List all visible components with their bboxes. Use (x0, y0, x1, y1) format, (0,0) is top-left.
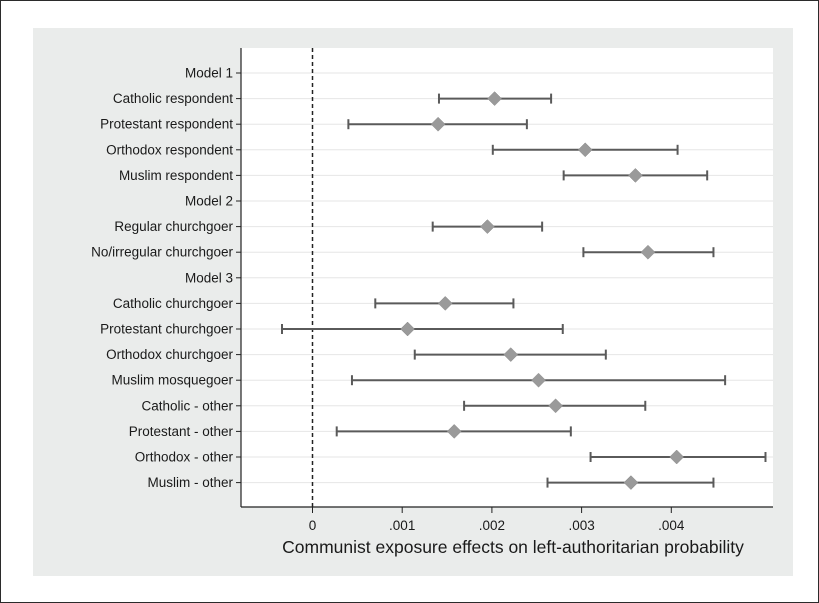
point-estimate-marker (446, 424, 462, 439)
x-tick-label: 0 (309, 518, 317, 533)
point-estimate-marker (628, 168, 643, 183)
x-tick-label: .004 (658, 518, 685, 533)
row-label: Muslim - other (147, 475, 233, 490)
model-header-label: Model 1 (185, 66, 233, 81)
point-estimate-marker (577, 142, 593, 158)
point-estimate-marker (400, 321, 415, 337)
row-label: Orthodox - other (135, 450, 234, 465)
row-label: Regular churchgoer (114, 219, 233, 234)
row-label: Muslim mosquegoer (111, 373, 233, 388)
row-label: Protestant - other (129, 424, 234, 439)
x-axis-title: Communist exposure effects on left-autho… (282, 537, 744, 557)
point-estimate-marker (503, 347, 519, 362)
row-label: Catholic - other (141, 398, 233, 413)
row-label: Catholic respondent (113, 91, 233, 106)
point-estimate-marker (669, 449, 685, 465)
row-label: Catholic churchgoer (113, 296, 234, 311)
point-estimate-marker (437, 296, 453, 311)
point-estimate-marker (548, 398, 563, 414)
point-estimate-marker (480, 219, 495, 234)
row-label: Muslim respondent (119, 168, 233, 183)
model-header-label: Model 2 (185, 194, 233, 209)
point-estimate-marker (487, 91, 502, 106)
point-estimate-marker (640, 244, 656, 260)
point-estimate-marker (531, 372, 546, 388)
x-tick-label: .003 (568, 518, 594, 533)
model-header-label: Model 3 (185, 270, 233, 285)
row-label: Orthodox respondent (106, 142, 233, 157)
row-label: Protestant churchgoer (100, 322, 233, 337)
x-tick-label: .001 (389, 518, 415, 533)
point-estimate-marker (623, 475, 639, 490)
point-estimate-marker (430, 116, 446, 132)
row-label: Orthodox churchgoer (106, 347, 233, 362)
row-label: No/irregular churchgoer (91, 245, 233, 260)
x-tick-label: .002 (479, 518, 505, 533)
row-label: Protestant respondent (100, 117, 233, 132)
